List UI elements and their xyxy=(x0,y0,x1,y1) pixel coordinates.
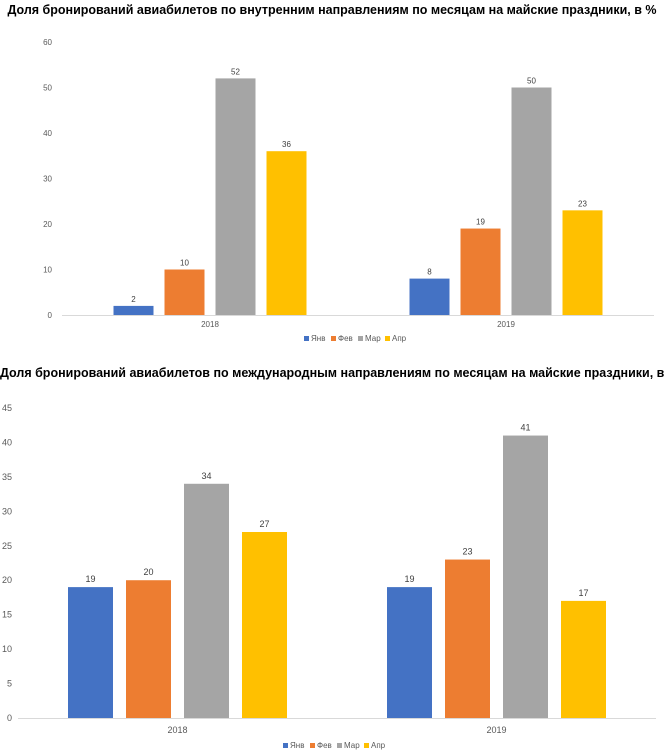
legend-swatch xyxy=(358,336,363,341)
legend-swatch xyxy=(331,336,336,341)
data-label: 10 xyxy=(180,259,189,268)
chart-international-plot: 0 5 10 15 20 25 30 35 40 45 19 20 34 27 2018 19 23 41 17 20… xyxy=(2,403,656,750)
data-label: 23 xyxy=(578,199,587,208)
bar-Фев-2019 xyxy=(445,559,490,718)
y-tick-label: 15 xyxy=(2,610,12,620)
y-tick-label: 0 xyxy=(48,311,53,320)
x-category-label: 2018 xyxy=(201,320,219,329)
bar-Мар-2018 xyxy=(184,483,229,718)
y-tick-label: 30 xyxy=(43,175,52,184)
x-category-label: 2019 xyxy=(497,320,515,329)
legend-label: Мар xyxy=(365,334,381,343)
legend-swatch xyxy=(385,336,390,341)
legend-label: Янв xyxy=(290,741,304,750)
y-tick-label: 40 xyxy=(2,437,12,447)
bar-Апр-2018 xyxy=(242,532,287,718)
bar-Апр-2019 xyxy=(561,600,606,718)
legend-label: Апр xyxy=(392,334,407,343)
legend-swatch xyxy=(364,743,369,748)
legend-label: Янв xyxy=(311,334,325,343)
chart-title: Доля бронирований авиабилетов по междуна… xyxy=(0,366,664,380)
data-label: 41 xyxy=(520,423,530,433)
y-tick-label: 30 xyxy=(2,506,12,516)
chart-domestic-plot: 0 10 20 30 40 50 60 2 10 52 36 2018 8 19 50 23 2019 Янв Фе… xyxy=(43,38,654,343)
legend-swatch xyxy=(337,743,342,748)
y-tick-label: 60 xyxy=(43,38,52,47)
data-label: 27 xyxy=(259,519,269,529)
legend-swatch xyxy=(283,743,288,748)
bar-Янв-2018 xyxy=(113,305,154,315)
y-tick-label: 50 xyxy=(43,84,52,93)
data-label: 52 xyxy=(231,67,240,76)
chart-international: Доля бронирований авиабилетов по междуна… xyxy=(0,360,664,754)
bar-Фев-2018 xyxy=(164,269,205,315)
y-tick-label: 35 xyxy=(2,472,12,482)
bar-Мар-2019 xyxy=(511,87,552,315)
bar-Янв-2018 xyxy=(68,587,113,718)
data-label: 19 xyxy=(476,218,485,227)
data-label: 23 xyxy=(462,547,472,557)
y-tick-label: 20 xyxy=(43,220,52,229)
y-tick-label: 10 xyxy=(43,266,52,275)
legend-label: Мар xyxy=(344,741,360,750)
bar-Фев-2018 xyxy=(126,580,171,718)
data-label: 20 xyxy=(143,567,153,577)
legend-label: Фев xyxy=(317,741,332,750)
data-label: 36 xyxy=(282,140,291,149)
bar-Янв-2019 xyxy=(409,278,450,315)
legend-label: Фев xyxy=(338,334,353,343)
legend-label: Апр xyxy=(371,741,386,750)
y-tick-label: 20 xyxy=(2,575,12,585)
bar-Янв-2019 xyxy=(387,587,432,718)
bar-Фев-2019 xyxy=(460,228,501,315)
x-category-label: 2019 xyxy=(486,725,506,735)
y-tick-label: 5 xyxy=(7,679,12,689)
legend-swatch xyxy=(310,743,315,748)
bar-Апр-2018 xyxy=(266,151,307,315)
x-category-label: 2018 xyxy=(167,725,187,735)
data-label: 8 xyxy=(427,268,432,277)
data-label: 19 xyxy=(85,574,95,584)
y-tick-label: 10 xyxy=(2,644,12,654)
bar-Мар-2018 xyxy=(215,78,256,316)
chart-title: Доля бронирований авиабилетов по внутрен… xyxy=(7,3,657,17)
data-label: 17 xyxy=(578,588,588,598)
legend-swatch xyxy=(304,336,309,341)
data-label: 34 xyxy=(201,471,211,481)
y-tick-label: 45 xyxy=(2,403,12,413)
bar-Мар-2019 xyxy=(503,435,548,718)
y-tick-label: 40 xyxy=(43,129,52,138)
y-tick-label: 25 xyxy=(2,541,12,551)
y-tick-label: 0 xyxy=(7,713,12,723)
chart-domestic: Доля бронирований авиабилетов по внутрен… xyxy=(0,0,664,352)
data-label: 2 xyxy=(131,295,136,304)
data-label: 19 xyxy=(404,574,414,584)
data-label: 50 xyxy=(527,77,536,86)
bar-Апр-2019 xyxy=(562,210,603,315)
